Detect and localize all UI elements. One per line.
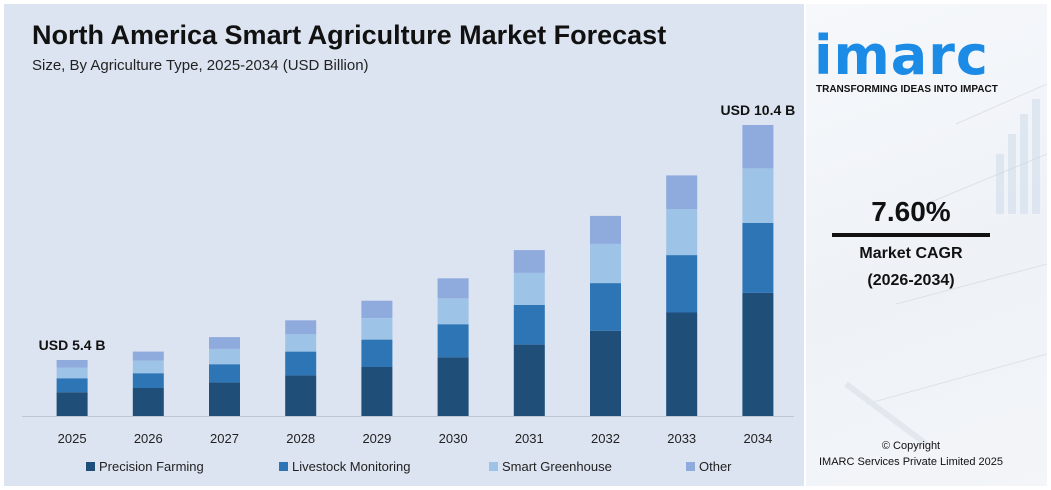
x-tick-label-2025: 2025 <box>58 431 87 446</box>
bar-2028-other <box>285 320 317 335</box>
bar-2033-smart-greenhouse <box>666 208 698 256</box>
cagr-value: 7.60% <box>871 196 951 227</box>
bar-2032-precision-farming <box>590 330 621 416</box>
legend-item-smart-greenhouse: Smart Greenhouse <box>489 459 612 474</box>
x-tick-label-2032: 2032 <box>591 431 620 446</box>
cagr-period: (2026-2034) <box>867 272 955 289</box>
legend-item-livestock-monitoring: Livestock Monitoring <box>279 459 411 474</box>
bar-2029-precision-farming <box>361 367 393 416</box>
bar-2033-livestock-monitoring <box>666 255 698 313</box>
legend-label: Smart Greenhouse <box>502 459 612 474</box>
bar-2033-precision-farming <box>666 312 698 416</box>
bar-2030-other <box>437 278 469 299</box>
bar-2029-other <box>361 300 393 318</box>
imarc-logo: imarc <box>814 24 989 87</box>
bar-2026-other <box>132 351 164 361</box>
bar-2031-other <box>513 250 545 273</box>
bar-2031-precision-farming <box>513 344 545 416</box>
chart-subtitle: Size, By Agriculture Type, 2025-2034 (US… <box>32 57 369 74</box>
bar-2030-livestock-monitoring <box>437 324 469 358</box>
bar-2027-smart-greenhouse <box>209 348 240 365</box>
x-tick-label-2031: 2031 <box>515 431 544 446</box>
bar-2027-livestock-monitoring <box>209 364 240 383</box>
x-tick-label-2026: 2026 <box>134 431 163 446</box>
bar-2027-other <box>209 337 240 349</box>
bar-2031-smart-greenhouse <box>513 272 545 305</box>
x-tick-label-2029: 2029 <box>362 431 391 446</box>
bar-2033-other <box>666 175 698 209</box>
copyright-text: © Copyright <box>881 440 941 452</box>
chart-title: North America Smart Agriculture Market F… <box>32 20 667 50</box>
bar-2034-precision-farming <box>742 292 774 416</box>
bar-2025-smart-greenhouse <box>56 367 88 379</box>
bar-2028-precision-farming <box>285 375 317 416</box>
x-tick-label-2030: 2030 <box>439 431 468 446</box>
bar-2026-smart-greenhouse <box>132 360 164 374</box>
x-tick-label-2034: 2034 <box>743 431 772 446</box>
x-tick-label-2028: 2028 <box>286 431 315 446</box>
company-name: IMARC Services Private Limited 2025 <box>818 456 1003 468</box>
legend-label: Precision Farming <box>99 459 204 474</box>
bar-2025-precision-farming <box>56 392 88 416</box>
bar-2032-smart-greenhouse <box>590 243 621 284</box>
bar-2026-livestock-monitoring <box>132 373 164 388</box>
bar-2032-livestock-monitoring <box>590 283 621 331</box>
bar-chart: 2025 2026 2027 2028 2029 2030 2031 2032 2033 2034… <box>22 102 796 446</box>
legend-item-other: Other <box>686 459 732 474</box>
bar-2028-smart-greenhouse <box>285 334 317 352</box>
x-tick-label-2027: 2027 <box>210 431 239 446</box>
legend-label: Livestock Monitoring <box>292 459 411 474</box>
bar-2034-livestock-monitoring <box>742 222 774 293</box>
legend-swatch <box>686 462 695 471</box>
bar-2031-livestock-monitoring <box>513 304 545 345</box>
bar-2029-livestock-monitoring <box>361 339 393 367</box>
brand-tagline: TRANSFORMING IDEAS INTO IMPACT <box>816 84 998 95</box>
cagr-label: Market CAGR <box>859 245 963 262</box>
bar-2032-other <box>590 215 621 244</box>
bar-2034-smart-greenhouse <box>742 168 774 223</box>
bar-2034-other <box>742 125 774 169</box>
chart-legend: Precision Farming Livestock Monitoring Sma… <box>86 459 806 475</box>
bar-2027-precision-farming <box>209 382 240 416</box>
bar-2030-precision-farming <box>437 357 469 416</box>
bar-2025-other <box>56 360 88 368</box>
bar-2026-precision-farming <box>132 388 164 416</box>
legend-swatch <box>279 462 288 471</box>
bar-2028-livestock-monitoring <box>285 351 317 376</box>
cagr-divider <box>832 233 990 237</box>
total-annotation-2034: USD 10.4 B <box>721 102 796 118</box>
bar-2029-smart-greenhouse <box>361 318 393 340</box>
legend-swatch <box>86 462 95 471</box>
bar-2030-smart-greenhouse <box>437 298 469 325</box>
info-panel: imarc TRANSFORMING IDEAS INTO IMPACT 7.6… <box>806 4 1047 486</box>
background-chart-graphic <box>844 83 1047 447</box>
bar-2025-livestock-monitoring <box>56 378 88 393</box>
legend-item-precision-farming: Precision Farming <box>86 459 204 474</box>
total-annotation-2025: USD 5.4 B <box>39 337 106 353</box>
x-tick-label-2033: 2033 <box>667 431 696 446</box>
legend-swatch <box>489 462 498 471</box>
legend-label: Other <box>699 459 732 474</box>
chart-panel: North America Smart Agriculture Market F… <box>4 4 804 486</box>
